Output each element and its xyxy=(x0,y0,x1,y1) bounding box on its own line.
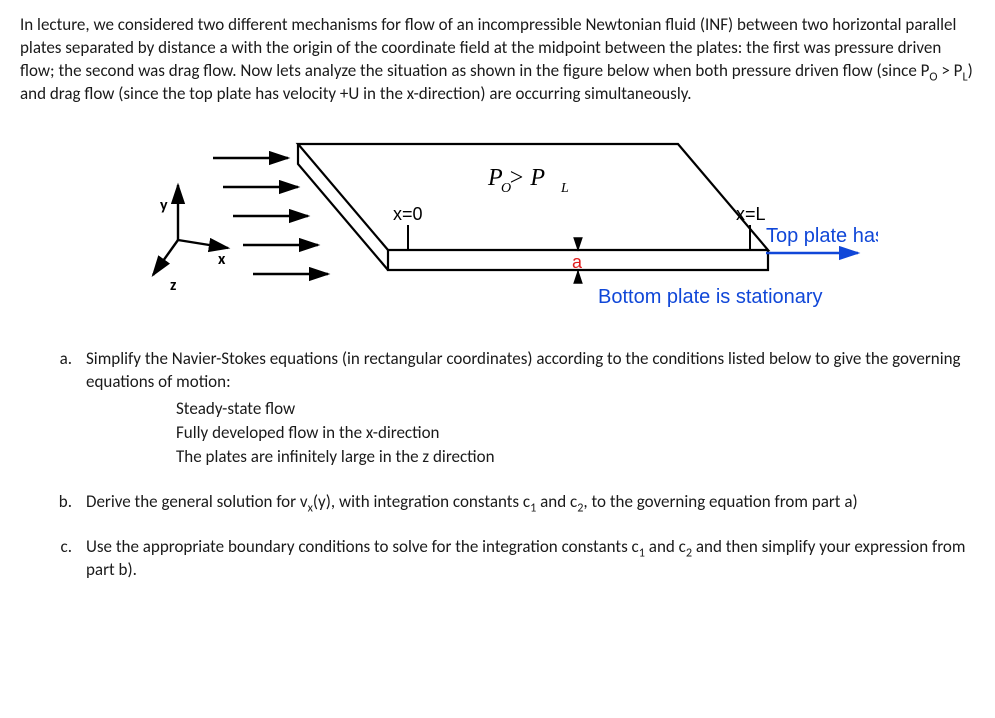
axis-x-label: x xyxy=(218,250,226,269)
intro-paragraph: In lecture, we considered two different … xyxy=(20,14,975,106)
question-letter: c. xyxy=(50,536,86,582)
question-a-conditions: Steady-state flow Fully developed flow i… xyxy=(86,398,975,469)
axis-y-label: y xyxy=(160,196,168,215)
condition-item: Steady-state flow xyxy=(176,398,975,421)
top-plate-annotation: Top plate has velocity U xyxy=(766,225,878,247)
question-letter: a. xyxy=(50,348,86,470)
question-b-text: Derive the general solution for vx(y), w… xyxy=(86,491,975,514)
bottom-plate-annotation: Bottom plate is stationary xyxy=(598,286,823,308)
svg-text:P > P: P > P xyxy=(487,165,545,191)
condition-item: The plates are infinitely large in the z… xyxy=(176,446,975,469)
svg-text:L: L xyxy=(560,181,569,196)
gap-label: a xyxy=(572,252,583,272)
flow-diagram: y x z x=0 x=L P > P xyxy=(118,120,878,330)
questions-list: a. Simplify the Navier-Stokes equations … xyxy=(20,348,975,583)
question-c: c. Use the appropriate boundary conditio… xyxy=(50,536,975,582)
axis-z-label: z xyxy=(170,276,176,295)
pressure-label: P > P O L xyxy=(487,165,569,196)
svg-text:O: O xyxy=(501,181,511,196)
xL-label: x=L xyxy=(736,204,766,224)
question-b: b. Derive the general solution for vx(y)… xyxy=(50,491,975,514)
question-a: a. Simplify the Navier-Stokes equations … xyxy=(50,348,975,470)
condition-item: Fully developed flow in the x-direction xyxy=(176,422,975,445)
question-a-text: Simplify the Navier-Stokes equations (in… xyxy=(86,348,961,392)
figure-container: y x z x=0 x=L P > P xyxy=(20,120,975,330)
question-letter: b. xyxy=(50,491,86,514)
question-c-text: Use the appropriate boundary conditions … xyxy=(86,536,975,582)
x0-label: x=0 xyxy=(393,204,423,224)
